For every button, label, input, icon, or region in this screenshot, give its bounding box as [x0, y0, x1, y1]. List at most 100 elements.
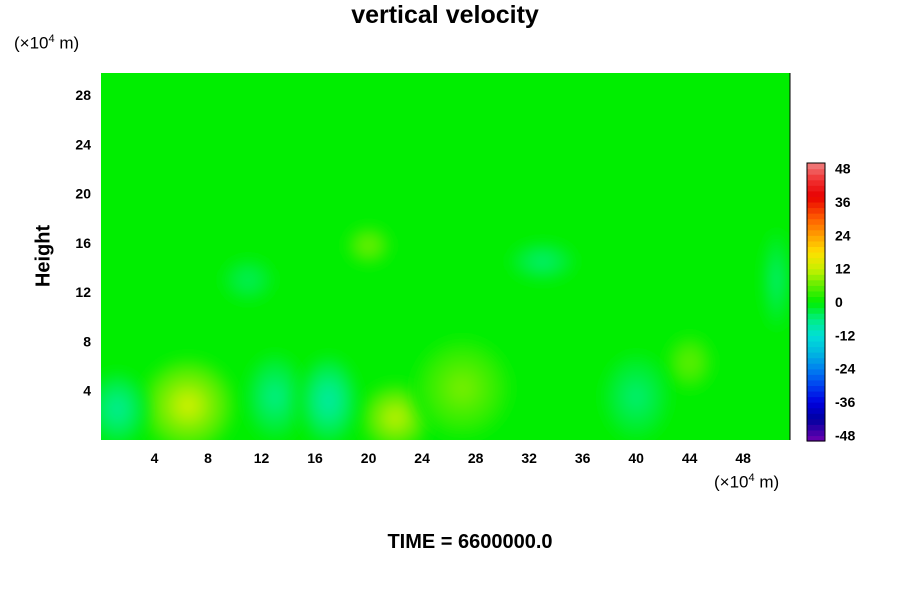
y-unit-exponent: 4 — [48, 33, 55, 45]
colorbar-band — [807, 329, 825, 336]
colorbar-band — [807, 207, 825, 214]
colorbar-tick-label: 48 — [835, 161, 851, 177]
heatmap-cell-7 — [101, 372, 147, 440]
x-tick-label: 28 — [468, 450, 484, 466]
heatmap-field — [101, 73, 790, 440]
colorbar-band — [807, 307, 825, 314]
colorbar-band — [807, 435, 825, 442]
colorbar-band — [807, 257, 825, 264]
colorbar-band — [807, 346, 825, 353]
colorbar-band — [807, 201, 825, 209]
colorbar-band — [807, 302, 825, 309]
y-tick-label: 16 — [75, 235, 91, 251]
colorbar-band — [807, 218, 825, 225]
colorbar-band — [807, 240, 825, 247]
colorbar-band — [807, 363, 825, 370]
colorbar-band — [807, 290, 825, 298]
colorbar-band — [807, 179, 825, 186]
y-axis-unit: (×104 m) — [14, 33, 79, 54]
colorbar-band — [807, 263, 825, 270]
colorbar-band — [807, 168, 825, 175]
colorbar-tick-label: 0 — [835, 294, 843, 310]
colorbar-band — [807, 407, 825, 414]
x-tick-label: 32 — [521, 450, 537, 466]
x-tick-label: 12 — [254, 450, 270, 466]
y-tick-label: 28 — [75, 87, 91, 103]
x-tick-label: 20 — [361, 450, 377, 466]
heatmap-cell-2 — [414, 339, 511, 438]
colorbar-band — [807, 235, 825, 242]
heatmap-cell-9 — [509, 241, 576, 282]
colorbar-band — [807, 174, 825, 181]
colorbar-band — [807, 196, 825, 203]
colorbar-tick-label: -24 — [835, 361, 855, 377]
y-tick-label: 12 — [75, 284, 91, 300]
colorbar-band — [807, 379, 825, 386]
colorbar-tick-label: -48 — [835, 427, 855, 443]
colorbar-tick-label: 36 — [835, 194, 851, 210]
colorbar-band — [807, 296, 825, 303]
colorbar-band — [807, 246, 825, 253]
colorbar-tick-label: 24 — [835, 227, 851, 243]
colorbar-band — [807, 385, 825, 392]
heatmap-plot-area — [101, 73, 790, 440]
colorbar-band — [807, 429, 825, 437]
colorbar-band — [807, 185, 825, 192]
colorbar-band — [807, 402, 825, 409]
heatmap-cell-1 — [360, 383, 431, 440]
x-tick-label: 16 — [307, 450, 323, 466]
colorbar-band — [807, 163, 825, 170]
time-label: TIME = 6600000.0 — [387, 531, 553, 553]
colorbar-band — [807, 324, 825, 331]
x-tick-label: 44 — [682, 450, 698, 466]
y-tick-label: 20 — [75, 186, 91, 202]
y-unit-base: (×10 — [14, 33, 49, 53]
y-tick-label: 4 — [83, 383, 91, 399]
heatmap-cell-8 — [602, 353, 670, 440]
y-tick-label: 8 — [83, 333, 91, 349]
colorbar-band — [807, 335, 825, 342]
colorbar-band — [807, 190, 825, 197]
heatmap-cell-11 — [763, 230, 790, 330]
colorbar: 48 36 24 12 0 -12 -24 -36 -48 — [806, 161, 855, 443]
colorbar-band — [807, 396, 825, 403]
heatmap-cell-4 — [345, 225, 392, 266]
x-axis-unit: (×104 m) — [714, 472, 779, 493]
y-unit-suffix: m) — [54, 33, 80, 53]
colorbar-band — [807, 251, 825, 259]
colorbar-band — [807, 274, 825, 281]
heatmap-cell-10 — [221, 257, 275, 303]
colorbar-band — [807, 268, 825, 275]
x-tick-label: 8 — [204, 450, 212, 466]
colorbar-tick-label: 12 — [835, 261, 851, 277]
colorbar-band — [807, 418, 825, 425]
x-tick-label: 24 — [414, 450, 430, 466]
heatmap-cell-0 — [141, 358, 235, 440]
x-unit-base: (×10 — [714, 472, 749, 492]
chart-title: vertical velocity — [351, 1, 539, 29]
colorbar-band — [807, 390, 825, 398]
colorbar-band — [807, 229, 825, 236]
colorbar-band — [807, 368, 825, 375]
colorbar-band — [807, 313, 825, 320]
colorbar-band — [807, 318, 825, 325]
colorbar-band — [807, 340, 825, 348]
x-unit-exponent: 4 — [748, 472, 755, 484]
x-tick-label: 36 — [575, 450, 591, 466]
heatmap-cell-3 — [665, 334, 714, 391]
x-tick-label: 40 — [628, 450, 644, 466]
colorbar-tick-label: -12 — [835, 327, 855, 343]
colorbar-tick-label: -36 — [835, 394, 855, 410]
colorbar-band — [807, 224, 825, 231]
colorbar-band — [807, 357, 825, 364]
colorbar-band — [807, 352, 825, 359]
colorbar-band — [807, 374, 825, 381]
y-tick-label: 24 — [75, 136, 91, 152]
colorbar-frame — [806, 162, 826, 442]
x-tick-label: 48 — [735, 450, 751, 466]
x-tick-label: 4 — [151, 450, 159, 466]
x-unit-suffix: m) — [754, 472, 780, 492]
colorbar-band — [807, 279, 825, 286]
